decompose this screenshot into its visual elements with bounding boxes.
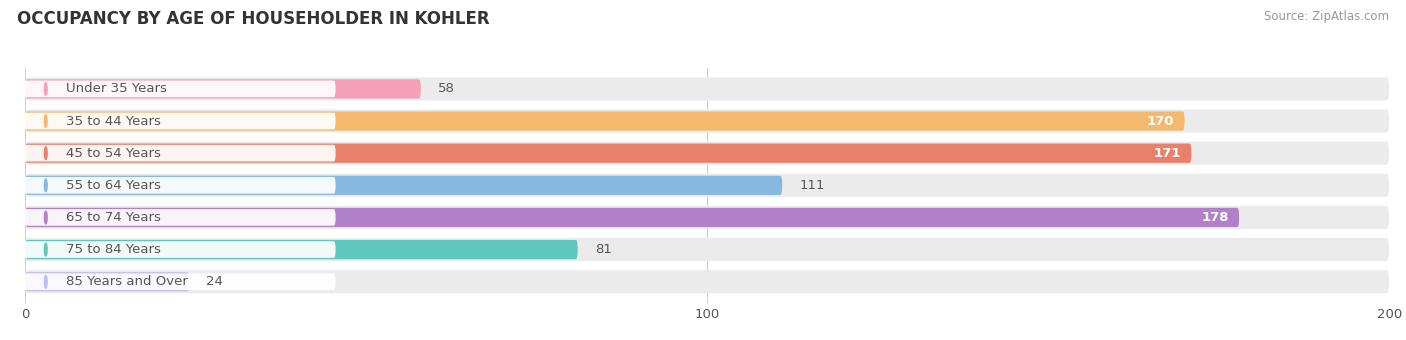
FancyBboxPatch shape <box>25 77 1389 100</box>
Text: 111: 111 <box>799 179 825 192</box>
Text: Under 35 Years: Under 35 Years <box>66 82 167 96</box>
FancyBboxPatch shape <box>22 241 336 258</box>
Circle shape <box>45 179 48 192</box>
Text: 178: 178 <box>1201 211 1229 224</box>
FancyBboxPatch shape <box>25 143 1191 163</box>
FancyBboxPatch shape <box>25 270 1389 293</box>
FancyBboxPatch shape <box>25 238 1389 261</box>
FancyBboxPatch shape <box>22 273 336 290</box>
Text: Source: ZipAtlas.com: Source: ZipAtlas.com <box>1264 10 1389 23</box>
FancyBboxPatch shape <box>22 209 336 226</box>
FancyBboxPatch shape <box>25 79 420 99</box>
Text: 35 to 44 Years: 35 to 44 Years <box>66 115 162 128</box>
FancyBboxPatch shape <box>25 174 1389 197</box>
Text: 170: 170 <box>1147 115 1174 128</box>
FancyBboxPatch shape <box>25 176 782 195</box>
FancyBboxPatch shape <box>25 272 188 291</box>
Circle shape <box>45 275 48 288</box>
Text: 24: 24 <box>207 275 224 288</box>
Text: 58: 58 <box>437 82 454 96</box>
Text: 85 Years and Over: 85 Years and Over <box>66 275 188 288</box>
Circle shape <box>45 83 48 95</box>
Text: 45 to 54 Years: 45 to 54 Years <box>66 147 162 160</box>
FancyBboxPatch shape <box>22 113 336 129</box>
FancyBboxPatch shape <box>25 208 1239 227</box>
Circle shape <box>45 115 48 128</box>
FancyBboxPatch shape <box>25 141 1389 165</box>
Text: 65 to 74 Years: 65 to 74 Years <box>66 211 162 224</box>
FancyBboxPatch shape <box>25 240 578 259</box>
FancyBboxPatch shape <box>22 81 336 97</box>
Circle shape <box>45 243 48 256</box>
Text: 171: 171 <box>1154 147 1181 160</box>
Text: 55 to 64 Years: 55 to 64 Years <box>66 179 162 192</box>
Text: OCCUPANCY BY AGE OF HOUSEHOLDER IN KOHLER: OCCUPANCY BY AGE OF HOUSEHOLDER IN KOHLE… <box>17 10 489 28</box>
FancyBboxPatch shape <box>25 206 1389 229</box>
FancyBboxPatch shape <box>22 177 336 193</box>
Text: 81: 81 <box>595 243 612 256</box>
FancyBboxPatch shape <box>25 112 1184 131</box>
FancyBboxPatch shape <box>22 145 336 162</box>
Text: 75 to 84 Years: 75 to 84 Years <box>66 243 162 256</box>
Circle shape <box>45 147 48 159</box>
Circle shape <box>45 211 48 224</box>
FancyBboxPatch shape <box>25 109 1389 133</box>
